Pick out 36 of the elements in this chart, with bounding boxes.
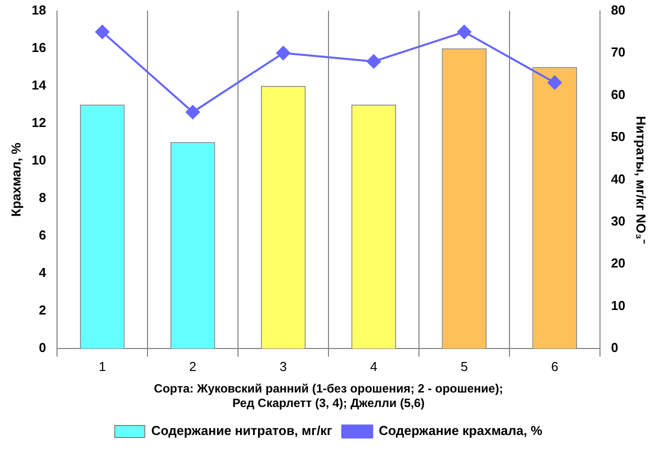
y2-tick-label: 20 [610, 256, 626, 271]
y2-tick-label: 40 [610, 171, 626, 186]
legend-label: Содержание крахмала, % [378, 423, 543, 438]
x-tick-label: 4 [370, 358, 378, 374]
y2-tick-label: 30 [610, 214, 626, 229]
y-tick-label: 4 [38, 265, 47, 280]
y2-axis-title: Нитраты, мг/кг NO₃⁻ [634, 116, 649, 244]
y2-tick-label: 0 [610, 340, 618, 356]
y-tick-label: 16 [32, 40, 46, 55]
y-tick-label: 8 [38, 190, 46, 206]
y-tick-label: 6 [38, 228, 46, 243]
y-tick-label: 18 [32, 2, 46, 18]
x-tick-label: 3 [280, 358, 287, 374]
x-axis-title: Сорта: Жуковский ранний (1-без орошения; 2 - орошение); Ред Скарлетт (3, 4); Джелли (5,6) [154, 382, 504, 410]
y-tick-label: 0 [38, 340, 46, 356]
legend-label: Содержание нитратов, мг/кг [151, 423, 333, 438]
y2-tick-label: 80 [610, 2, 626, 18]
y2-tick-label: 70 [610, 44, 626, 60]
point [95, 24, 110, 39]
y-axis-title: Крахмал, % [8, 142, 24, 217]
point [457, 24, 472, 39]
x-tick-label: 6 [551, 358, 558, 374]
point [366, 54, 381, 68]
point [276, 46, 290, 60]
y2-tick-label: 60 [610, 86, 626, 102]
x-tick-label: 2 [189, 358, 196, 374]
point [186, 105, 200, 120]
x-tick-label: 5 [460, 358, 468, 374]
point [548, 76, 562, 90]
y2-tick-label: 10 [610, 298, 626, 313]
y-tick-label: 2 [38, 302, 46, 318]
x-tick-label: 1 [98, 358, 106, 374]
y-tick-label: 12 [32, 114, 46, 130]
y-tick-label: 10 [32, 152, 46, 168]
y-tick-label: 14 [32, 77, 47, 92]
y2-tick-label: 50 [610, 129, 626, 144]
